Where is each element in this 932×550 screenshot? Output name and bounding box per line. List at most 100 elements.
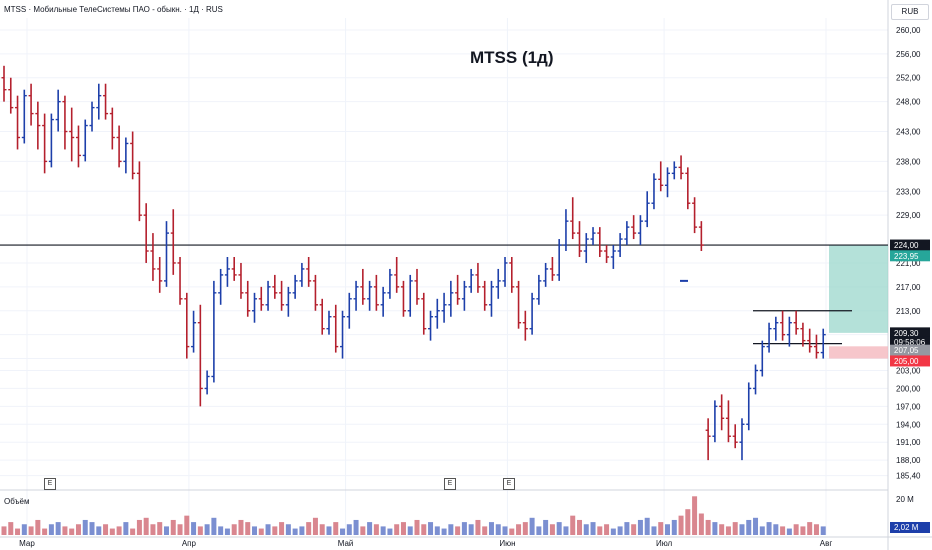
x-tick-label: Июн [499,539,515,548]
y-tick-label: 197,00 [896,402,921,411]
volume-bar [157,522,163,535]
y-tick-label: 203,00 [896,367,921,376]
volume-bar [394,524,400,535]
volume-bar [461,522,467,535]
volume-bar [685,509,691,535]
volume-bar [130,528,136,535]
volume-bar [103,524,109,535]
x-tick-label: Авг [820,539,833,548]
volume-bar [576,519,582,535]
volume-bar [1,526,7,535]
volume-bar [218,526,224,535]
volume-bar [509,528,515,535]
volume-bar [725,526,731,535]
volume-bar [549,524,555,535]
volume-bar [793,524,799,535]
volume-bar [380,526,386,535]
volume-bar [522,522,528,535]
volume-bar [373,524,379,535]
volume-bar [475,519,481,535]
volume-bar [197,526,203,535]
volume-bar [807,522,813,535]
volume-bar [495,524,501,535]
volume-bar [590,522,596,535]
volume-bar [414,519,420,535]
volume-bar [75,524,81,535]
volume-bar [604,524,610,535]
volume-scale-label: 20 M [896,495,914,504]
price-tag-label: 09:58:06 [894,338,926,347]
earnings-marker-1[interactable]: E [44,478,56,490]
volume-bar [191,522,197,535]
volume-bar [468,524,474,535]
y-tick-label: 256,00 [896,50,921,59]
volume-bar [326,526,332,535]
volume-bar [455,526,461,535]
price-tag-label: 223,95 [894,252,919,261]
price-tag-label: 224,00 [894,241,919,250]
volume-bar [678,515,684,535]
volume-bar [211,517,217,535]
price-tag-bg [890,327,930,339]
target-zone [829,245,888,333]
volume-bar [658,522,664,535]
volume-bar [136,519,142,535]
volume-bar [631,524,637,535]
volume-bar [820,526,826,535]
volume-bar [62,526,68,535]
volume-bar [312,517,318,535]
volume-bar [617,526,623,535]
volume-bar [644,517,650,535]
volume-bar [488,522,494,535]
earnings-marker-2[interactable]: E [444,478,456,490]
volume-bar [753,517,759,535]
price-tag-bg [890,336,930,348]
x-tick-label: Апр [182,539,197,548]
volume-bar [563,526,569,535]
volume-bar [434,526,440,535]
volume-bar [42,528,48,535]
volume-bar [150,524,156,535]
volume-bar [319,524,325,535]
volume-bar [55,522,61,535]
currency-button[interactable]: RUB [891,4,929,20]
price-tag-label: 205,00 [894,357,919,366]
volume-bar [719,524,725,535]
volume-bar [279,522,285,535]
volume-bar [556,522,562,535]
y-tick-label: 194,00 [896,420,921,429]
volume-bar [502,526,508,535]
volume-bar [35,519,41,535]
volume-bar [610,528,616,535]
volume-bar [15,528,21,535]
volume-bar [28,526,34,535]
volume-bar [536,526,542,535]
volume-bar [184,515,190,535]
volume-bar [123,522,129,535]
stop-zone [829,346,888,359]
volume-bar [698,513,704,535]
volume-bar [780,526,786,535]
volume-bar [299,526,305,535]
volume-bar [583,524,589,535]
volume-bar [441,528,447,535]
plot-area [0,18,888,490]
volume-bar [732,522,738,535]
volume-bar [387,528,393,535]
volume-bar [360,526,366,535]
volume-bar [272,526,278,535]
volume-bar [665,524,671,535]
volume-bar [82,519,88,535]
volume-bar [529,517,535,535]
price-tag-bg [890,344,930,356]
volume-bar [96,526,102,535]
price-tag-bg [890,250,930,262]
volume-bar [258,528,264,535]
volume-bar [400,522,406,535]
volume-bar [516,524,522,535]
y-tick-label: 217,00 [896,283,921,292]
earnings-marker-3[interactable]: E [503,478,515,490]
volume-bar [231,524,237,535]
